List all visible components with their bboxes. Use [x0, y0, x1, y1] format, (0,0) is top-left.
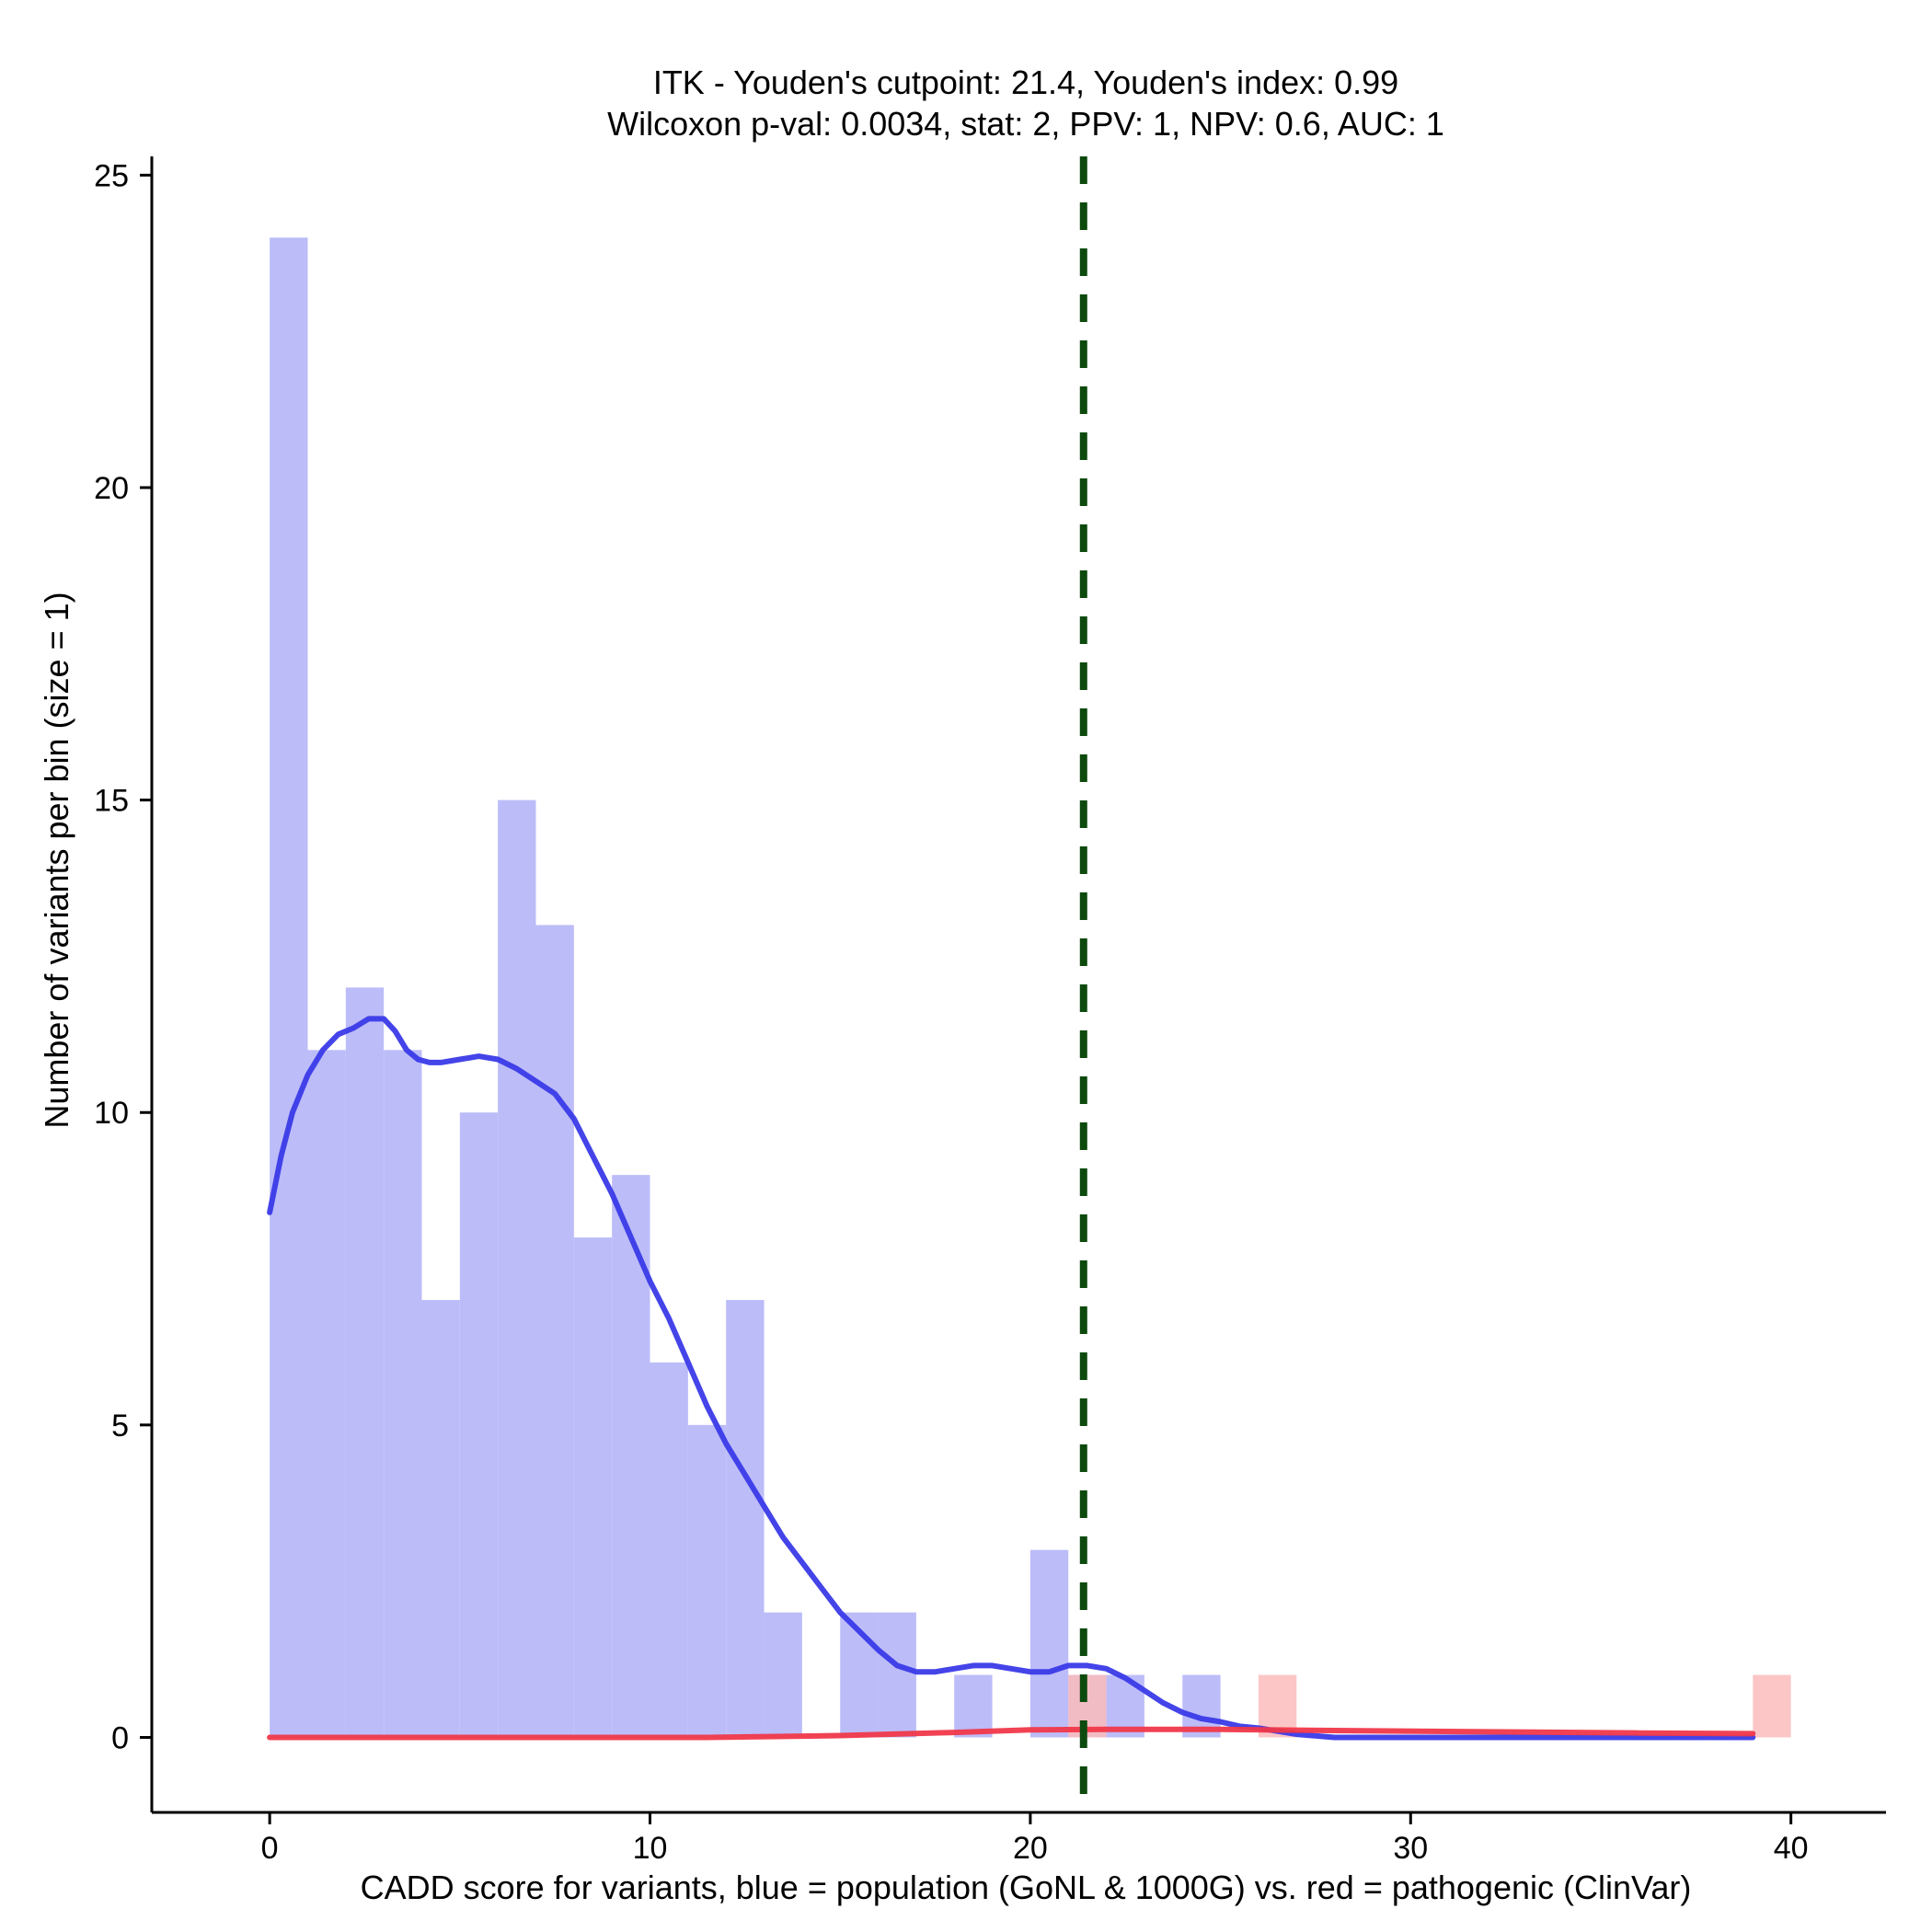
- y-tick-label: 10: [94, 1096, 129, 1131]
- pathogenic-bar: [1753, 1674, 1791, 1738]
- x-tick-label: 0: [261, 1831, 279, 1866]
- population-bar: [573, 1237, 613, 1738]
- y-axis-label: Number of variants per bin (size = 1): [38, 592, 75, 1128]
- population-bar: [687, 1424, 727, 1738]
- y-tick-label: 5: [111, 1409, 129, 1443]
- x-tick-label: 40: [1774, 1831, 1809, 1866]
- y-tick-label: 20: [94, 471, 129, 506]
- population-bar: [421, 1300, 460, 1738]
- y-tick-label: 25: [94, 158, 129, 193]
- population-bar: [384, 1050, 422, 1738]
- x-axis-label: CADD score for variants, blue = populati…: [361, 1869, 1692, 1906]
- x-ticks: 0 10 20 30 40: [261, 1812, 1809, 1866]
- y-ticks: 0 5 10 15 20 25: [94, 158, 152, 1755]
- pathogenic-density-line: [267, 1726, 1756, 1741]
- population-bar: [535, 925, 574, 1738]
- population-bar: [1029, 1549, 1069, 1738]
- population-bar: [878, 1612, 916, 1738]
- y-tick-label: 0: [111, 1720, 129, 1755]
- x-tick-label: 30: [1393, 1831, 1428, 1866]
- density-lines: [267, 1016, 1756, 1741]
- population-bar: [270, 237, 308, 1738]
- population-bars: [270, 237, 1221, 1738]
- x-tick-label: 20: [1013, 1831, 1048, 1866]
- axes: [150, 156, 1886, 1814]
- population-bar: [650, 1362, 688, 1738]
- y-tick-label: 15: [94, 784, 129, 819]
- population-bar: [345, 987, 385, 1738]
- population-bar: [764, 1612, 802, 1738]
- population-bar: [726, 1300, 765, 1738]
- population-bar: [498, 799, 536, 1738]
- population-bar: [612, 1175, 650, 1738]
- population-bar: [459, 1112, 499, 1738]
- population-density-line: [267, 1016, 1756, 1741]
- chart-title-line-1: ITK - Youden's cutpoint: 21.4, Youden's …: [653, 63, 1398, 101]
- chart-title-line-2: Wilcoxon p-val: 0.0034, stat: 2, PPV: 1,…: [607, 105, 1444, 143]
- population-bar: [954, 1674, 993, 1738]
- x-tick-label: 10: [633, 1831, 668, 1866]
- population-bar: [307, 1050, 346, 1738]
